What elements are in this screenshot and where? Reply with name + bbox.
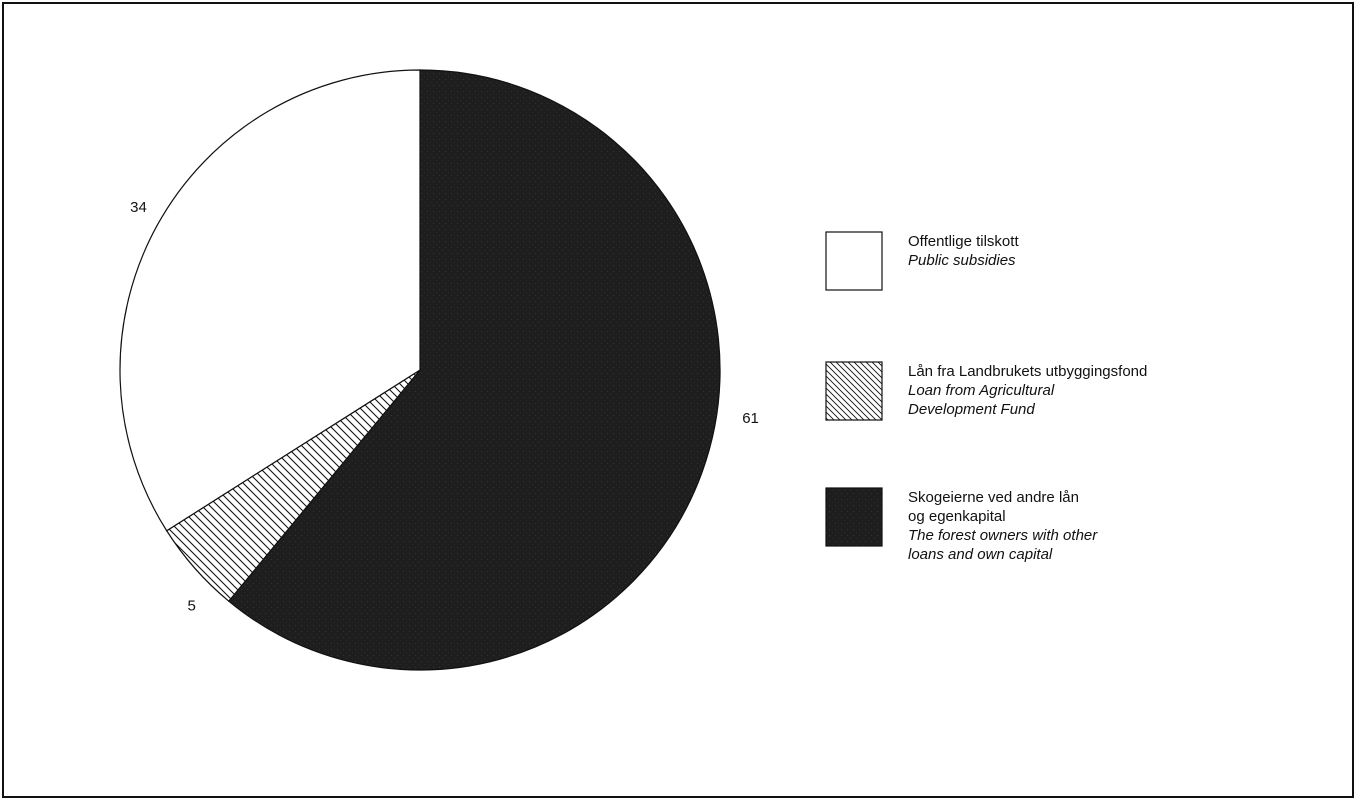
legend-label-norwegian: Skogeierne ved andre lån [908,489,1079,506]
legend-entry-2: Skogeierne ved andre lån og egenkapital Th… [825,487,1098,563]
legend-swatch-white [825,231,883,291]
legend-swatch-hatch [825,361,883,421]
slice-label-34: 34 [130,199,147,216]
legend-entry-0: Offentlige tilskott Public subsidies [825,231,1019,291]
pie-slices [119,69,721,671]
legend: Offentlige tilskott Public subsidies Lån f… [825,231,1147,563]
legend-swatch-dark-stipple [825,487,883,547]
legend-label-english: Loan from Agricultural [908,382,1055,399]
legend-entry-1: Lån fra Landbrukets utbyggingsfond Loan f… [825,361,1147,421]
pie-slice-61 [227,69,721,671]
legend-label-norwegian: Offentlige tilskott [908,233,1019,250]
legend-label-english: Development Fund [908,401,1035,418]
legend-label-norwegian: Lån fra Landbrukets utbyggingsfond [908,363,1147,380]
legend-label-norwegian: og egenkapital [908,508,1006,525]
legend-label-english: Public subsidies [908,252,1016,269]
pie-slice-34 [119,69,421,532]
legend-label-english: The forest owners with other [908,527,1098,544]
slice-label-61: 61 [742,410,759,427]
legend-label-english: loans and own capital [908,546,1053,563]
slice-labels: 61 5 34 [130,199,759,614]
slice-label-5: 5 [188,597,196,614]
